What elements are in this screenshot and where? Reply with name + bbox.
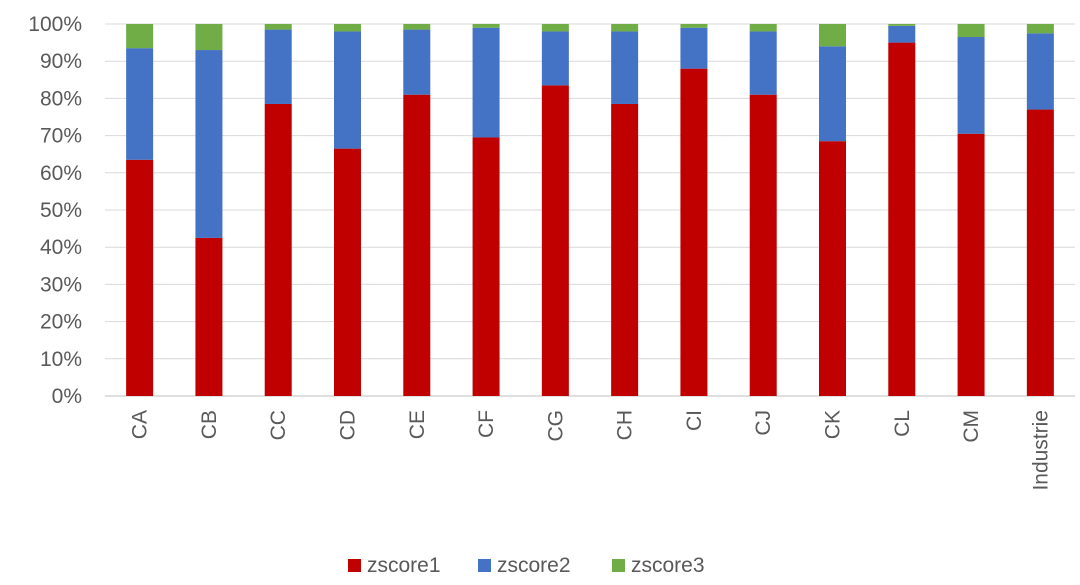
bar-segment-zscore2 [126, 48, 154, 160]
bar-segment-zscore2 [1026, 33, 1054, 110]
bar-segment-zscore1 [541, 85, 569, 396]
bar-segment-zscore3 [680, 24, 708, 28]
bar-segment-zscore2 [264, 29, 292, 104]
x-tick-label: CL [891, 410, 914, 437]
bar-segment-zscore1 [334, 148, 361, 396]
x-tick-label: CE [406, 410, 429, 439]
x-tick-label: CH [614, 410, 637, 440]
bar-segment-zscore1 [126, 159, 154, 396]
bar-segment-zscore1 [957, 133, 985, 397]
x-tick-label: CA [129, 410, 152, 439]
bar-segment-zscore2 [749, 31, 777, 95]
legend-label: zscore1 [367, 554, 441, 577]
legend-swatch [612, 559, 625, 572]
gridlines [105, 23, 1075, 397]
bar-segment-zscore2 [472, 27, 500, 138]
legend-swatch [478, 559, 491, 572]
bar-segment-zscore3 [195, 24, 223, 51]
x-tick-label: CD [337, 410, 360, 440]
bar-segment-zscore1 [403, 94, 431, 397]
legend: zscore1 zscore2 zscore3 [348, 554, 705, 577]
bar-segment-zscore2 [611, 31, 639, 104]
bar-segment-zscore1 [749, 94, 777, 397]
y-tick-label: 90% [40, 50, 82, 73]
y-tick-label: 0% [52, 385, 82, 408]
x-axis-ticks: CA CB CC CD CE CF CG CH CI CJ CK CL CM Industrie [129, 410, 1053, 491]
x-tick-label: CB [198, 410, 221, 439]
bar-segment-zscore1 [472, 137, 500, 396]
bar-segment-zscore3 [888, 24, 916, 26]
y-tick-label: 40% [40, 236, 82, 259]
bar-segment-zscore3 [334, 24, 361, 32]
bar-segment-zscore3 [403, 24, 431, 30]
y-tick-label: 70% [40, 125, 82, 148]
legend-label: zscore2 [497, 554, 571, 577]
bar-segment-zscore3 [541, 24, 569, 32]
bar-segment-zscore1 [680, 68, 708, 396]
y-tick-label: 100% [28, 13, 82, 36]
bar-segment-zscore2 [403, 29, 431, 95]
bar-segment-zscore2 [334, 31, 361, 149]
x-tick-label: CK [822, 410, 845, 439]
legend-label: zscore3 [631, 554, 705, 577]
x-tick-label: CM [960, 410, 983, 443]
bar-segment-zscore2 [957, 37, 985, 134]
x-tick-label: CJ [752, 410, 775, 436]
bar-segment-zscore1 [888, 42, 916, 396]
x-tick-label: Industrie [1029, 410, 1052, 491]
x-tick-label: CG [544, 410, 567, 442]
y-tick-label: 20% [40, 311, 82, 334]
x-tick-label: CI [683, 410, 706, 431]
bar-segment-zscore1 [195, 237, 223, 396]
bar-segment-zscore3 [957, 24, 985, 38]
bar-segment-zscore3 [819, 24, 846, 47]
bar-segment-zscore2 [541, 31, 569, 86]
x-tick-label: CC [267, 410, 290, 440]
y-tick-label: 30% [40, 273, 82, 296]
bar-segment-zscore1 [264, 103, 292, 396]
bar-stacks [126, 24, 1054, 397]
y-tick-label: 50% [40, 199, 82, 222]
legend-swatch [348, 559, 361, 572]
bar-segment-zscore3 [611, 24, 639, 32]
bar-segment-zscore3 [264, 24, 292, 30]
bar-segment-zscore1 [1026, 109, 1054, 396]
bar-segment-zscore3 [472, 24, 500, 28]
bar-segment-zscore2 [819, 46, 846, 142]
bar-segment-zscore1 [819, 141, 846, 396]
bar-segment-zscore3 [126, 24, 154, 49]
y-tick-label: 10% [40, 348, 82, 371]
y-tick-label: 80% [40, 87, 82, 110]
bar-segment-zscore2 [888, 25, 916, 43]
bar-segment-zscore2 [680, 27, 708, 69]
bar-segment-zscore1 [611, 103, 639, 396]
x-tick-label: CF [475, 410, 498, 438]
y-tick-label: 60% [40, 162, 82, 185]
bar-segment-zscore3 [1026, 24, 1054, 34]
y-axis-ticks: 0% 10% 20% 30% 40% 50% 60% 70% 80% 90% 100% [28, 13, 82, 408]
bar-segment-zscore2 [195, 50, 223, 238]
bar-segment-zscore3 [749, 24, 777, 32]
